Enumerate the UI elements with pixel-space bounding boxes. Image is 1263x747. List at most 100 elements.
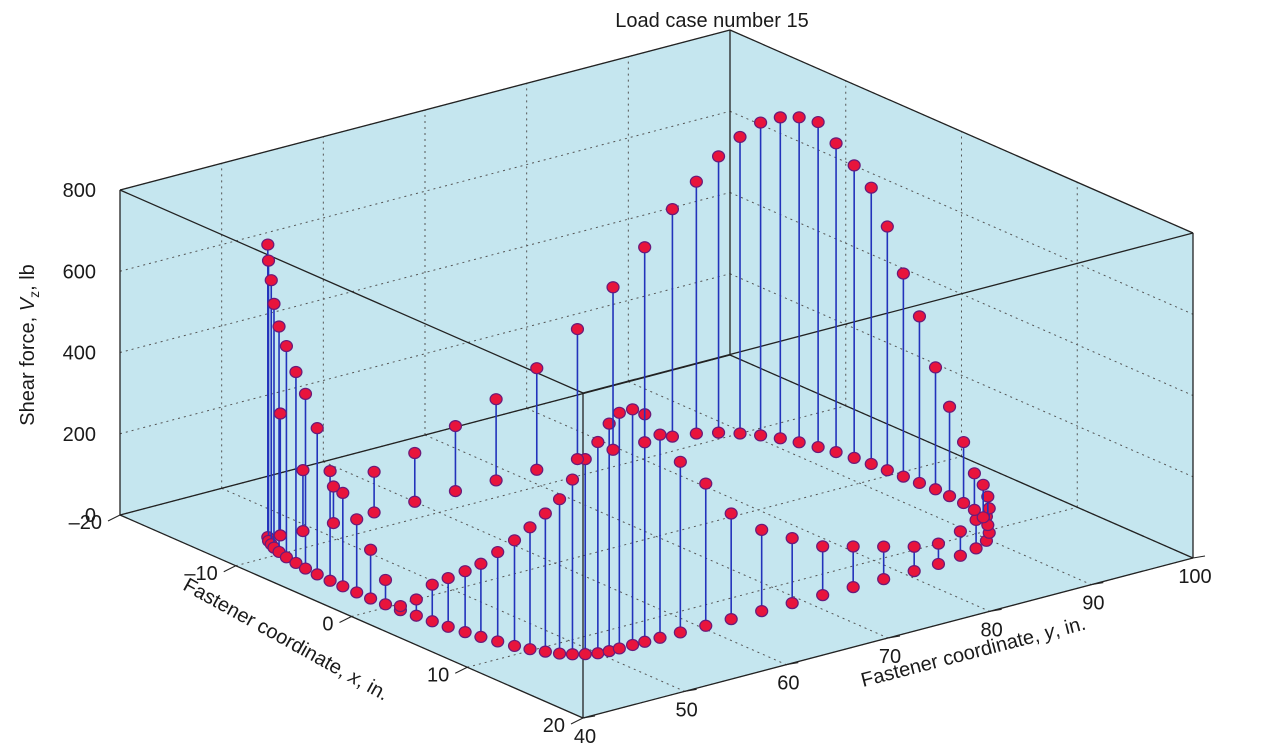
z-tick-label: 800 (63, 180, 96, 202)
data-base-marker (570, 452, 585, 466)
data-base-marker (942, 490, 957, 503)
data-base-marker (458, 626, 472, 639)
data-point-marker (673, 455, 687, 468)
data-base-marker (907, 565, 921, 578)
data-point-marker (273, 407, 287, 420)
data-point-marker (552, 493, 567, 506)
data-base-marker (367, 506, 381, 519)
data-base-marker (967, 503, 982, 516)
x-tick-label: 10 (427, 664, 449, 686)
data-point-marker (847, 159, 861, 172)
x-tick-mark (107, 514, 121, 522)
data-point-marker (289, 365, 303, 379)
data-base-marker (811, 440, 825, 454)
y-tick-mark (582, 715, 596, 719)
y-tick-mark (1192, 555, 1206, 559)
data-base-marker (896, 470, 910, 483)
x-tick-label: –10 (184, 563, 217, 585)
data-base-marker (638, 436, 652, 449)
data-point-marker (612, 406, 626, 419)
data-point-marker (367, 465, 381, 478)
data-point-marker (530, 362, 544, 375)
data-point-marker (953, 525, 967, 538)
data-base-marker (538, 645, 552, 658)
x-tick-mark (339, 616, 352, 623)
data-point-marker (523, 521, 537, 534)
data-point-marker (864, 181, 878, 194)
data-point-marker (441, 571, 455, 585)
data-base-marker (409, 609, 423, 622)
data-base-marker (448, 484, 463, 498)
data-point-marker (942, 400, 957, 413)
data-point-marker (653, 428, 667, 441)
z-axis-label-pre: Shear force, (17, 311, 39, 426)
data-base-marker (489, 474, 503, 487)
data-point-marker (591, 435, 605, 449)
data-base-marker (552, 647, 567, 660)
data-stems (261, 111, 996, 661)
data-point-marker (829, 137, 843, 150)
data-base-marker (699, 619, 713, 632)
data-base-marker (591, 647, 605, 660)
y-tick-label: 80 (981, 619, 1003, 641)
data-base-marker (565, 648, 580, 661)
box-edge (119, 189, 584, 394)
data-point-marker (755, 523, 769, 536)
data-base-marker (474, 630, 488, 644)
x-tick-mark (570, 717, 584, 725)
data-point-marker (981, 490, 995, 503)
data-base-marker (792, 436, 806, 449)
data-base-marker (976, 511, 990, 524)
data-base-marker (816, 589, 830, 602)
z-tick-label: 400 (63, 343, 96, 365)
chart-title: Load case number 15 (615, 10, 808, 32)
data-base-marker (673, 626, 687, 639)
z-tick-label: 200 (63, 424, 96, 446)
y-tick-mark (684, 688, 697, 692)
data-point-marker (323, 464, 337, 478)
data-point-marker (976, 478, 990, 491)
data-point-marker (538, 507, 552, 520)
data-base-marker (653, 631, 667, 644)
x-tick-label: –20 (69, 512, 102, 534)
data-point-marker (409, 593, 423, 606)
data-base-marker (578, 648, 592, 661)
data-point-marker (570, 322, 585, 336)
data-base-marker (273, 529, 287, 542)
data-point-marker (458, 565, 472, 578)
data-base-marker (847, 451, 861, 464)
data-base-marker (612, 642, 626, 655)
data-point-marker (689, 175, 703, 188)
z-tick-label: 0 (85, 505, 96, 527)
data-base-marker (689, 427, 703, 440)
data-base-marker (606, 443, 620, 456)
data-base-marker (289, 556, 303, 570)
data-point-marker (378, 573, 393, 587)
data-base-marker (912, 476, 927, 490)
data-point-marker (711, 150, 726, 163)
data-base-marker (491, 635, 505, 648)
data-base-marker (441, 620, 455, 633)
data-base-marker (880, 464, 894, 477)
data-point-marker (699, 477, 713, 490)
y-tick-mark (989, 608, 1002, 612)
data-point-marker (425, 578, 439, 591)
data-point-marker (811, 115, 825, 129)
data-base-marker (711, 426, 726, 439)
grid-line-y (628, 381, 1092, 586)
data-point-marker (363, 543, 378, 556)
data-base-marker (507, 639, 522, 653)
data-base-marker (755, 605, 769, 618)
data-base-marker (785, 597, 799, 610)
data-point-marker (350, 513, 364, 526)
data-base-marker (363, 592, 378, 605)
x-tick-mark (223, 565, 236, 573)
data-point-marker (279, 339, 294, 353)
data-point-marker (816, 540, 830, 553)
data-point-marker (724, 507, 738, 520)
data-base-marker (298, 562, 313, 575)
data-base-marker (326, 516, 341, 530)
y-tick-mark (786, 662, 799, 666)
data-point-marker (310, 422, 324, 435)
y-tick-mark (887, 635, 901, 639)
